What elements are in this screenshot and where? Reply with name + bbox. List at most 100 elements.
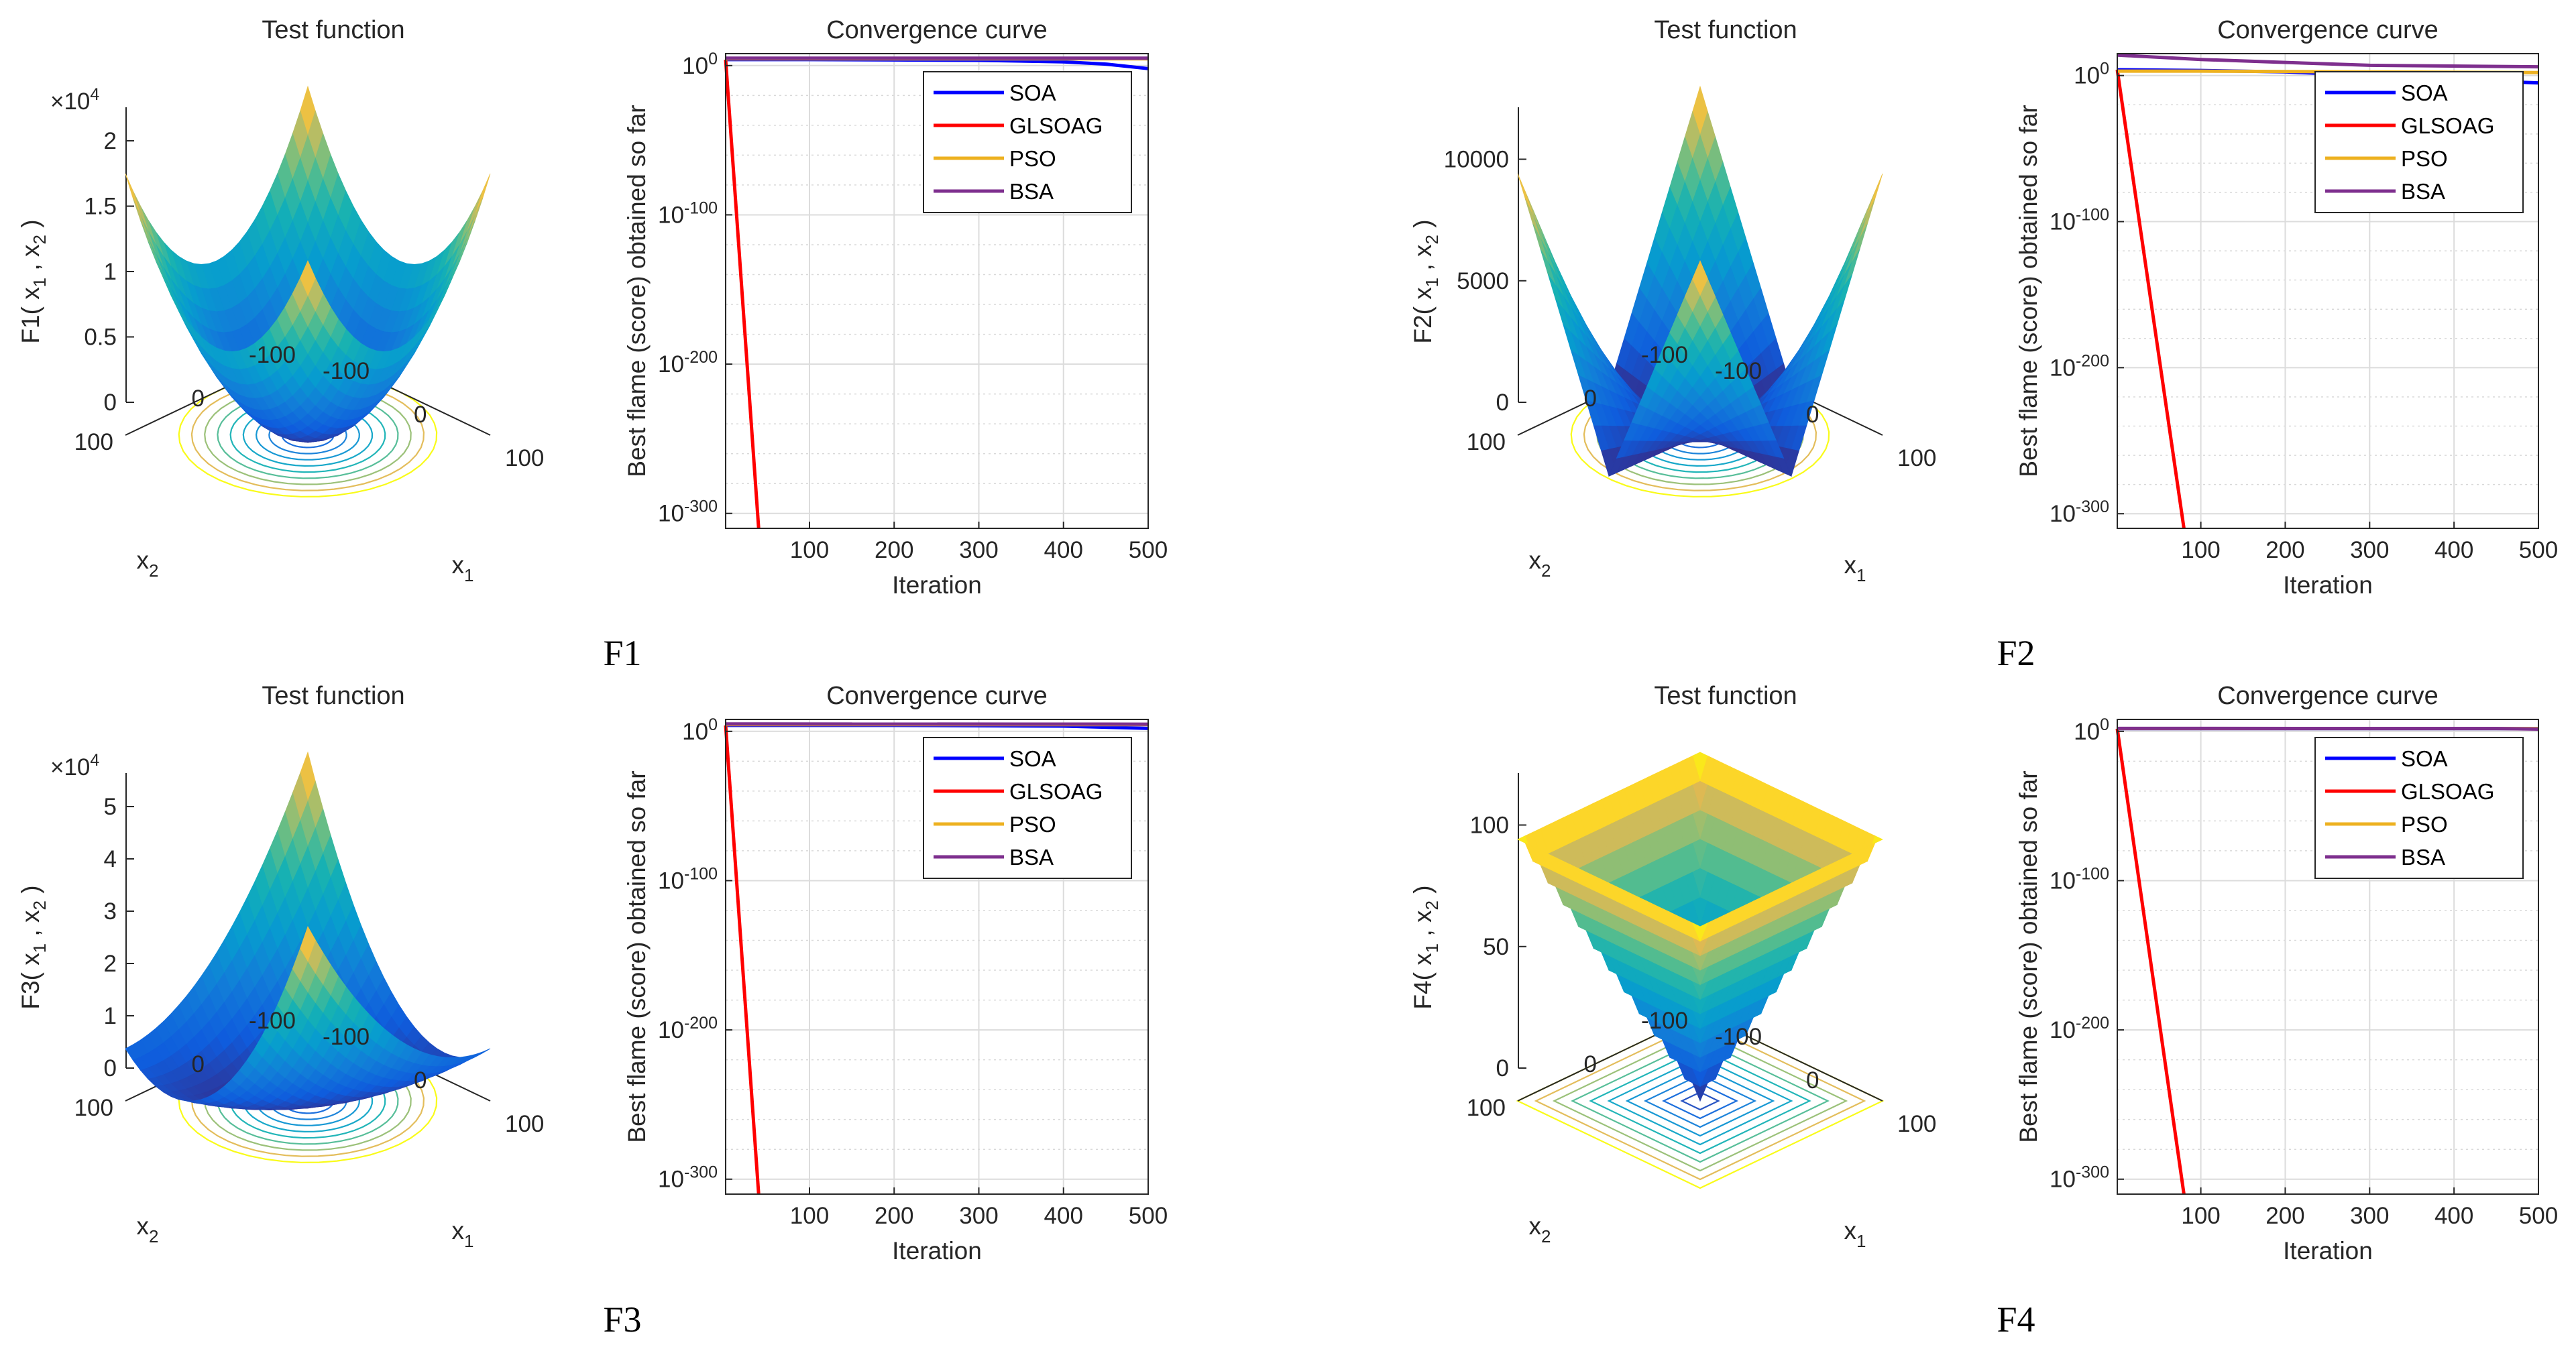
- series-line-glsoag: [724, 725, 761, 1195]
- y-axis-label: Best flame (score) obtained so far: [623, 770, 651, 1142]
- legend-box: [2314, 71, 2524, 213]
- y-tick-label: 100: [74, 429, 113, 455]
- surface-facet: [1859, 191, 1876, 231]
- z-axis-label: F2( x1 , x2 ): [1409, 219, 1442, 343]
- base-contour-line: [1552, 1031, 1848, 1172]
- x-tick-label: 500: [2519, 1203, 2558, 1229]
- z-axis-label: F4( x1 , x2 ): [1409, 885, 1442, 1009]
- x-tick-label: 0: [1806, 1067, 1819, 1094]
- surface-mesh: [125, 751, 491, 1110]
- caption-f3: F3: [603, 1299, 641, 1340]
- caption-f2: F2: [1997, 633, 2035, 673]
- y-tick-label: 100: [2074, 715, 2109, 745]
- x-tick-label: 200: [2265, 537, 2304, 563]
- surface-facet: [1691, 922, 1709, 942]
- surface-facet: [132, 190, 149, 231]
- x-tick-label: 300: [959, 1203, 998, 1229]
- y-tick-label: 100: [74, 1095, 113, 1121]
- y-tick-label: -100: [249, 1008, 296, 1034]
- convergence-panel-f2: 100 200 300 400 500 100 10-100 10-200 10-300 Conv…: [2015, 16, 2558, 599]
- x-tick-label: -100: [1715, 1024, 1762, 1050]
- y-tick-label: 10-100: [2050, 864, 2109, 894]
- legend-box: [923, 737, 1132, 879]
- y-tick-label: 100: [1467, 1095, 1506, 1121]
- y-axis-label: Best flame (score) obtained so far: [623, 105, 651, 477]
- surface-facet: [1517, 173, 1534, 215]
- y-tick-label: 10-300: [2050, 1163, 2109, 1193]
- y-tick-label: 0: [1584, 386, 1597, 412]
- z-tick-label: 10000: [1444, 147, 1509, 173]
- z-tick-label: 3: [104, 898, 117, 925]
- x-tick-label: 200: [875, 1203, 913, 1229]
- surface-panel-f1: Test function 0 0.5 1 1.5 2×104 F1( x1 , x2 ) -…: [17, 16, 544, 585]
- y-tick-label: 100: [682, 715, 718, 745]
- y-tick-label: 0: [1584, 1051, 1597, 1077]
- legend-box: [923, 71, 1132, 213]
- z-axis-label: F3( x1 , x2 ): [17, 885, 50, 1009]
- surface-mesh: [125, 85, 491, 443]
- z-tick-label: 0.5: [84, 325, 117, 351]
- y-axis-label: x2: [1529, 1212, 1551, 1246]
- surface-facet: [125, 173, 142, 216]
- series-line-glsoag: [2115, 728, 2186, 1195]
- z-tick-label: 5: [104, 794, 117, 820]
- x-tick-label: 400: [2434, 537, 2473, 563]
- surface-facet: [467, 190, 484, 231]
- y-tick-label: 10-100: [658, 198, 718, 228]
- x-axis-label: x1: [452, 551, 474, 585]
- legend-label-soa: SOA: [2401, 746, 2448, 771]
- y-tick-label: 10-200: [2050, 351, 2109, 381]
- base-contour-line: [1607, 1057, 1793, 1146]
- legend-label-soa: SOA: [1009, 746, 1056, 771]
- axes-box: [725, 53, 1149, 529]
- z-tick-label: 5000: [1457, 268, 1509, 294]
- base-contour-line: [1589, 1048, 1811, 1155]
- curve-title: Convergence curve: [826, 16, 1048, 44]
- y-tick-label: -100: [1641, 342, 1688, 368]
- convergence-panels: 100 200 300 400 500 100 10-100 10-200 10-300 Conv…: [623, 16, 2558, 1265]
- x-tick-label: 500: [2519, 537, 2558, 563]
- axes-box: [2117, 53, 2539, 529]
- surface-facet: [474, 173, 491, 216]
- x-tick-label: 200: [2265, 1203, 2304, 1229]
- x-tick-label: 100: [790, 1203, 829, 1229]
- z-tick-label: 4: [104, 846, 117, 872]
- legend-label-soa: SOA: [1009, 80, 1056, 105]
- y-axis-label: Best flame (score) obtained so far: [2015, 105, 2042, 477]
- legend-label-pso: PSO: [1009, 146, 1056, 171]
- x-tick-label: 500: [1129, 537, 1168, 563]
- x-tick-label: 100: [2181, 1203, 2220, 1229]
- x-tick-label: 100: [1897, 1111, 1936, 1137]
- z-axis-label: F1( x1 , x2 ): [17, 219, 50, 343]
- legend-label-pso: PSO: [2401, 812, 2448, 837]
- y-tick-label: 10-300: [658, 1163, 718, 1193]
- legend-label-glsoag: GLSOAG: [1009, 113, 1103, 138]
- y-tick-label: 10-200: [658, 348, 718, 377]
- x-tick-label: 100: [2181, 537, 2220, 563]
- legend-label-bsa: BSA: [1009, 179, 1054, 204]
- surface-facet: [300, 260, 316, 296]
- x-axis-label: x1: [1844, 1217, 1866, 1251]
- y-tick-label: 10-200: [2050, 1014, 2109, 1043]
- y-tick-label: 10-300: [658, 497, 718, 527]
- x-tick-label: 100: [1897, 445, 1936, 471]
- surface-panel-f3: Test function 0 1 2 3 4 5×104 F3( x1 , x2 ) -100…: [17, 682, 544, 1251]
- x-axis-label: Iteration: [2283, 571, 2373, 599]
- legend-label-glsoag: GLSOAG: [2401, 779, 2494, 804]
- y-axis-label: x2: [1529, 546, 1551, 581]
- base-contour-line: [190, 379, 425, 491]
- legend-label-bsa: BSA: [1009, 845, 1054, 870]
- z-exponent-label: ×104: [50, 85, 99, 115]
- y-tick-label: 100: [1467, 429, 1506, 455]
- x-tick-label: 500: [1129, 1203, 1168, 1229]
- base-contour-line: [1625, 1065, 1775, 1137]
- y-tick-label: -100: [249, 342, 296, 368]
- axes-box: [725, 719, 1149, 1195]
- y-tick-label: 10-100: [2050, 206, 2109, 235]
- y-tick-label: 0: [192, 386, 205, 412]
- y-axis-label: x2: [137, 546, 159, 581]
- x-tick-label: 300: [2350, 537, 2389, 563]
- legend-label-soa: SOA: [2401, 80, 2448, 105]
- x-tick-label: 100: [505, 445, 544, 471]
